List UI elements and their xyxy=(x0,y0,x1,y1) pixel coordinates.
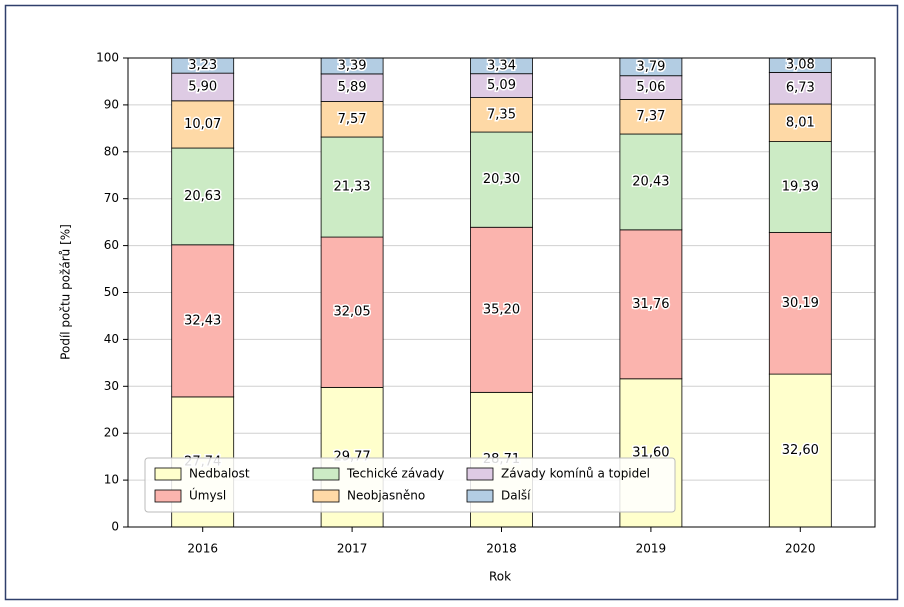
bar-segment xyxy=(619,99,683,135)
legend: Nedbalost Úmysl Techické závady Neobjasněno… xyxy=(144,457,676,513)
bar-segment xyxy=(320,73,384,102)
y-tick-label: 20 xyxy=(104,426,119,440)
x-tick-label: 2019 xyxy=(636,542,667,556)
value-label: 5,09 xyxy=(487,78,516,93)
value-label: 7,37 xyxy=(636,109,665,124)
bar-segment xyxy=(320,236,384,388)
y-tick-label: 70 xyxy=(104,191,119,205)
legend-label: Závady komínů a topidel xyxy=(501,467,650,481)
y-tick-label: 100 xyxy=(96,51,119,65)
bar-segment xyxy=(320,101,384,138)
y-tick-label: 50 xyxy=(104,285,119,299)
value-label: 32,43 xyxy=(184,313,221,328)
x-axis-label: Rok xyxy=(489,570,511,584)
bar-segment xyxy=(470,97,533,133)
legend-label: Úmysl xyxy=(189,488,226,503)
frame xyxy=(4,4,899,601)
bar-segment xyxy=(619,229,683,380)
value-label: 31,60 xyxy=(632,445,669,460)
x-tick-label: 2020 xyxy=(785,542,816,556)
y-tick-label: 30 xyxy=(104,379,119,393)
value-label: 20,63 xyxy=(184,189,221,204)
plot-border xyxy=(127,57,876,528)
bar-segment xyxy=(619,133,683,231)
bar-segment xyxy=(320,136,384,238)
x-tick-label: 2018 xyxy=(486,542,517,556)
value-label: 3,34 xyxy=(487,58,516,73)
value-label: 31,76 xyxy=(632,297,669,312)
bar-segment xyxy=(470,226,533,393)
value-label: 32,05 xyxy=(333,305,370,320)
legend-swatch xyxy=(312,467,340,481)
value-label: 7,35 xyxy=(487,107,516,122)
bar-segment xyxy=(768,373,832,528)
x-tick-label: 2016 xyxy=(187,542,218,556)
value-label: 3,39 xyxy=(338,58,367,73)
value-label: 3,79 xyxy=(636,59,665,74)
value-label: 32,60 xyxy=(782,443,819,458)
legend-swatch xyxy=(154,467,182,481)
value-label: 3,23 xyxy=(188,58,217,73)
value-label: 6,73 xyxy=(786,81,815,96)
value-label: 3,08 xyxy=(786,58,815,73)
value-label: 20,43 xyxy=(632,174,669,189)
value-label: 21,33 xyxy=(333,180,370,195)
legend-label: Nedbalost xyxy=(189,467,250,481)
bar-segment xyxy=(768,103,832,142)
value-label: 20,30 xyxy=(483,172,520,187)
legend-label: Neobjasněno xyxy=(347,489,425,503)
value-label: 19,39 xyxy=(782,180,819,195)
value-label: 5,06 xyxy=(636,80,665,95)
legend-swatch xyxy=(312,489,340,503)
bar-segment xyxy=(768,232,832,375)
value-label: 30,19 xyxy=(782,296,819,311)
bar-segment xyxy=(768,141,832,233)
bar-segment xyxy=(171,100,235,149)
legend-swatch xyxy=(466,489,494,503)
value-label: 35,20 xyxy=(483,302,520,317)
legend-label: Techické závady xyxy=(346,467,444,481)
legend-swatch xyxy=(466,467,494,481)
x-tick-label: 2017 xyxy=(337,542,368,556)
bar-segment xyxy=(171,244,235,398)
y-axis-label: Podíl počtu požárů [%] xyxy=(59,224,73,360)
bar-segment xyxy=(768,72,832,105)
legend-box xyxy=(144,457,676,513)
y-tick-label: 40 xyxy=(104,332,119,346)
legend-label: Další xyxy=(501,489,531,503)
y-tick-label: 60 xyxy=(104,238,119,252)
legend-swatch xyxy=(154,489,182,503)
value-label: 7,57 xyxy=(338,112,367,127)
bar-segment xyxy=(171,72,235,102)
value-label: 5,89 xyxy=(338,80,367,95)
y-tick-label: 90 xyxy=(104,97,119,111)
value-label: 8,01 xyxy=(786,115,815,130)
y-tick-label: 0 xyxy=(111,520,119,534)
y-tick-label: 10 xyxy=(104,473,119,487)
bar-segment xyxy=(171,147,235,246)
value-label: 5,90 xyxy=(188,79,217,94)
bar-segment xyxy=(470,131,533,228)
value-label: 10,07 xyxy=(184,117,221,132)
y-tick-label: 80 xyxy=(104,144,119,158)
